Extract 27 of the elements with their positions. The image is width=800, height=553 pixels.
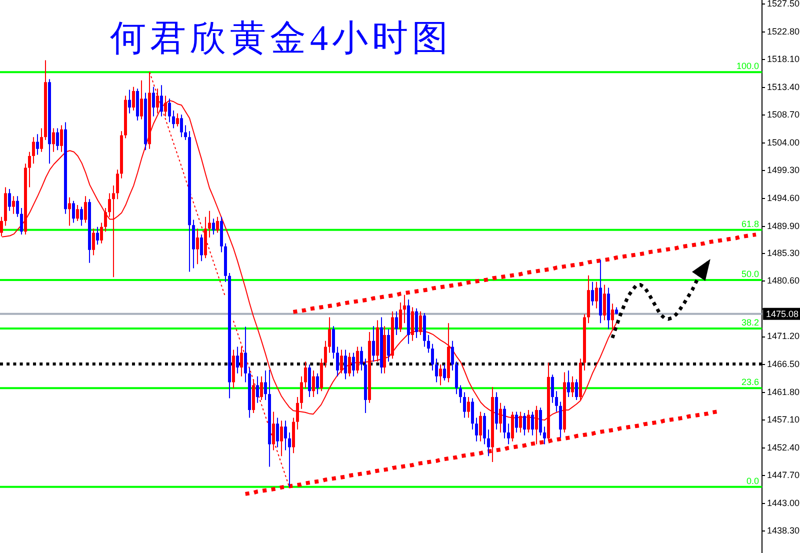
annotation: 61.8 (741, 218, 759, 229)
y-tick-label: 1489.90 (767, 220, 800, 231)
y-tick-label: 1447.70 (767, 470, 800, 480)
y-tick-label: 1443.00 (767, 498, 800, 508)
y-tick-label: 1471.20 (767, 331, 800, 342)
y-tick-label: 1480.60 (767, 276, 800, 286)
annotation: 100.0 (736, 61, 759, 72)
y-tick-label: 1508.70 (767, 110, 800, 120)
ref-line-label: 1475.08 (766, 308, 799, 319)
y-tick-label: 1527.50 (767, 0, 800, 9)
y-tick-label: 1438.30 (767, 526, 800, 536)
y-tick-label: 1485.30 (767, 248, 800, 258)
y-tick-label: 1522.80 (767, 26, 800, 36)
y-tick-label: 1452.40 (767, 442, 800, 452)
annotation: 50.0 (741, 269, 759, 280)
y-tick-label: 1457.10 (767, 414, 800, 425)
y-tick-label: 1504.00 (767, 137, 800, 148)
y-tick-label: 1513.40 (767, 82, 800, 92)
y-tick-label: 1499.30 (767, 165, 800, 176)
annotation: 0.0 (746, 476, 759, 486)
text: 何君欣黄金4小时图 (110, 18, 452, 58)
annotation: 23.6 (741, 377, 759, 388)
annotation: 38.2 (741, 317, 759, 328)
y-tick-label: 1494.60 (767, 192, 800, 203)
y-tick-label: 1518.10 (767, 54, 800, 64)
y-tick-label: 1466.50 (767, 359, 800, 370)
y-tick-label: 1461.80 (767, 386, 800, 397)
